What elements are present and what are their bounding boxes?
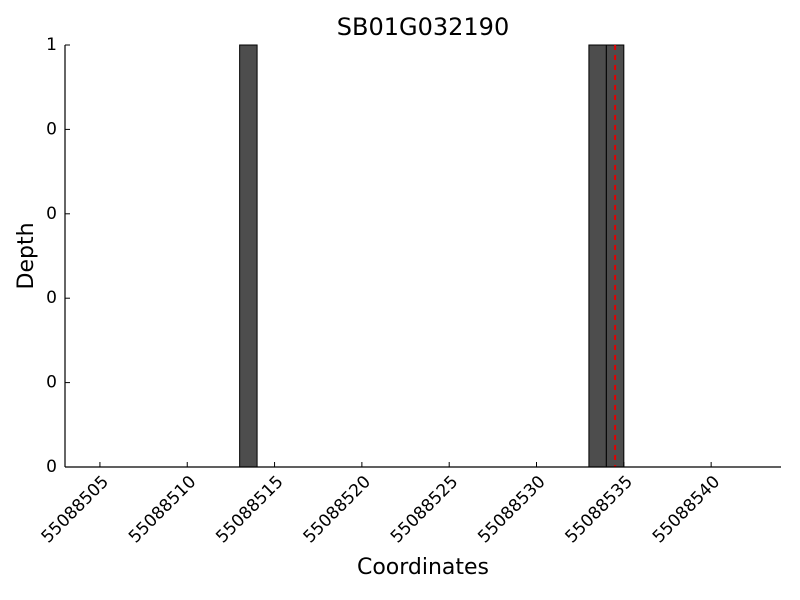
x-tick-label: 55088510 xyxy=(125,472,200,547)
x-tick-label: 55088535 xyxy=(562,472,637,547)
x-tick-label: 55088525 xyxy=(387,472,462,547)
y-tick-label: 1 xyxy=(46,35,57,55)
y-tick-label: 0 xyxy=(46,373,57,393)
y-tick-label: 0 xyxy=(46,457,57,477)
bar xyxy=(239,44,258,468)
x-tick-label: 55088505 xyxy=(38,472,113,547)
x-tick-label: 55088540 xyxy=(649,472,724,547)
x-tick-label: 55088515 xyxy=(212,472,287,547)
y-tick-label: 0 xyxy=(46,288,57,308)
chart-title: SB01G032190 xyxy=(337,13,509,41)
y-axis-label: Depth xyxy=(14,222,39,289)
y-tick-label: 0 xyxy=(46,119,57,139)
x-tick-label: 55088530 xyxy=(474,472,549,547)
bar xyxy=(588,44,607,468)
x-axis-label: Coordinates xyxy=(357,555,489,580)
y-tick-label: 0 xyxy=(46,204,57,224)
x-tick-label: 55088520 xyxy=(300,472,375,547)
